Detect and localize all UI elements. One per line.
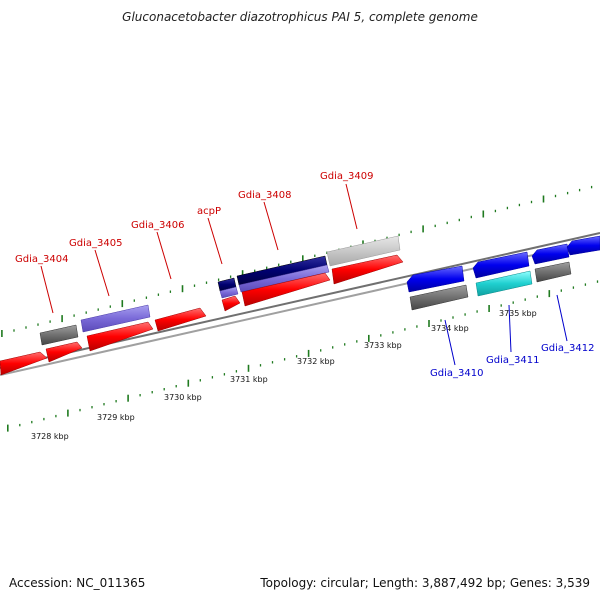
- gene-feature: [475, 270, 533, 297]
- topology-stats-text: Topology: circular; Length: 3,887,492 bp…: [260, 576, 590, 590]
- gene-arrow-reverse: [472, 251, 530, 279]
- label-leader: [556, 294, 568, 342]
- gene-feature: [238, 264, 330, 293]
- label-leader: [40, 265, 54, 314]
- gene-feature: [326, 235, 401, 267]
- gene-label: acpP: [197, 206, 221, 217]
- label-leader: [444, 319, 456, 366]
- label-leader: [94, 249, 110, 297]
- genes-forward-inner: [0, 254, 404, 376]
- gene-arrow: [0, 351, 48, 376]
- label-leader: [207, 217, 223, 265]
- gene-arrow-reverse: [406, 265, 465, 293]
- gene-arrow: [331, 254, 404, 285]
- gene-label: Gdia_3405: [69, 238, 122, 249]
- genome-title: Gluconacetobacter diazotrophicus PAI 5, …: [122, 10, 478, 24]
- gene-feature: [219, 286, 239, 299]
- gene-labels-top: Gdia_3404 Gdia_3405 Gdia_3406 acpP Gdia_…: [15, 171, 373, 314]
- gene-arrow: [86, 321, 154, 352]
- label-leader: [263, 201, 279, 251]
- gene-feature: [80, 304, 151, 333]
- gene-arrow: [154, 307, 207, 332]
- gene-label: Gdia_3409: [320, 171, 373, 182]
- label-leader: [156, 231, 172, 280]
- gene-label: Gdia_3412: [541, 343, 594, 354]
- scale-labels: 3728 kbp 3729 kbp 3730 kbp 3731 kbp 3732…: [31, 309, 537, 441]
- scale-label: 3732 kbp: [297, 357, 335, 366]
- gene-feature: [534, 261, 572, 283]
- scale-label: 3728 kbp: [31, 432, 69, 441]
- scale-label: 3730 kbp: [164, 393, 202, 402]
- label-leader: [345, 183, 358, 230]
- tick-row-bottom: [7, 280, 599, 432]
- scale-label: 3731 kbp: [230, 375, 268, 384]
- genes-forward-outer: [39, 235, 401, 346]
- gene-label: Gdia_3404: [15, 254, 68, 265]
- scale-label: 3733 kbp: [364, 341, 402, 350]
- accession-text: Accession: NC_011365: [9, 576, 146, 590]
- gene-arrow-reverse: [566, 235, 600, 256]
- scale-label: 3734 kbp: [431, 324, 469, 333]
- gene-arrow: [241, 272, 331, 307]
- gene-feature: [39, 324, 79, 346]
- gene-arrow: [221, 295, 241, 312]
- label-leader: [508, 304, 512, 353]
- scale-label: 3729 kbp: [97, 413, 135, 422]
- gene-label: Gdia_3408: [238, 190, 291, 201]
- gene-label: Gdia_3406: [131, 220, 184, 231]
- gene-arrow-reverse: [531, 243, 570, 265]
- scale-label: 3735 kbp: [499, 309, 537, 318]
- gene-labels-bottom: Gdia_3410 Gdia_3411 Gdia_3412: [430, 294, 594, 379]
- gene-label: Gdia_3410: [430, 368, 483, 379]
- genes-reverse: [406, 235, 600, 311]
- gene-feature: [409, 284, 469, 311]
- gene-label: Gdia_3411: [486, 355, 539, 366]
- gene-arrow: [45, 341, 83, 363]
